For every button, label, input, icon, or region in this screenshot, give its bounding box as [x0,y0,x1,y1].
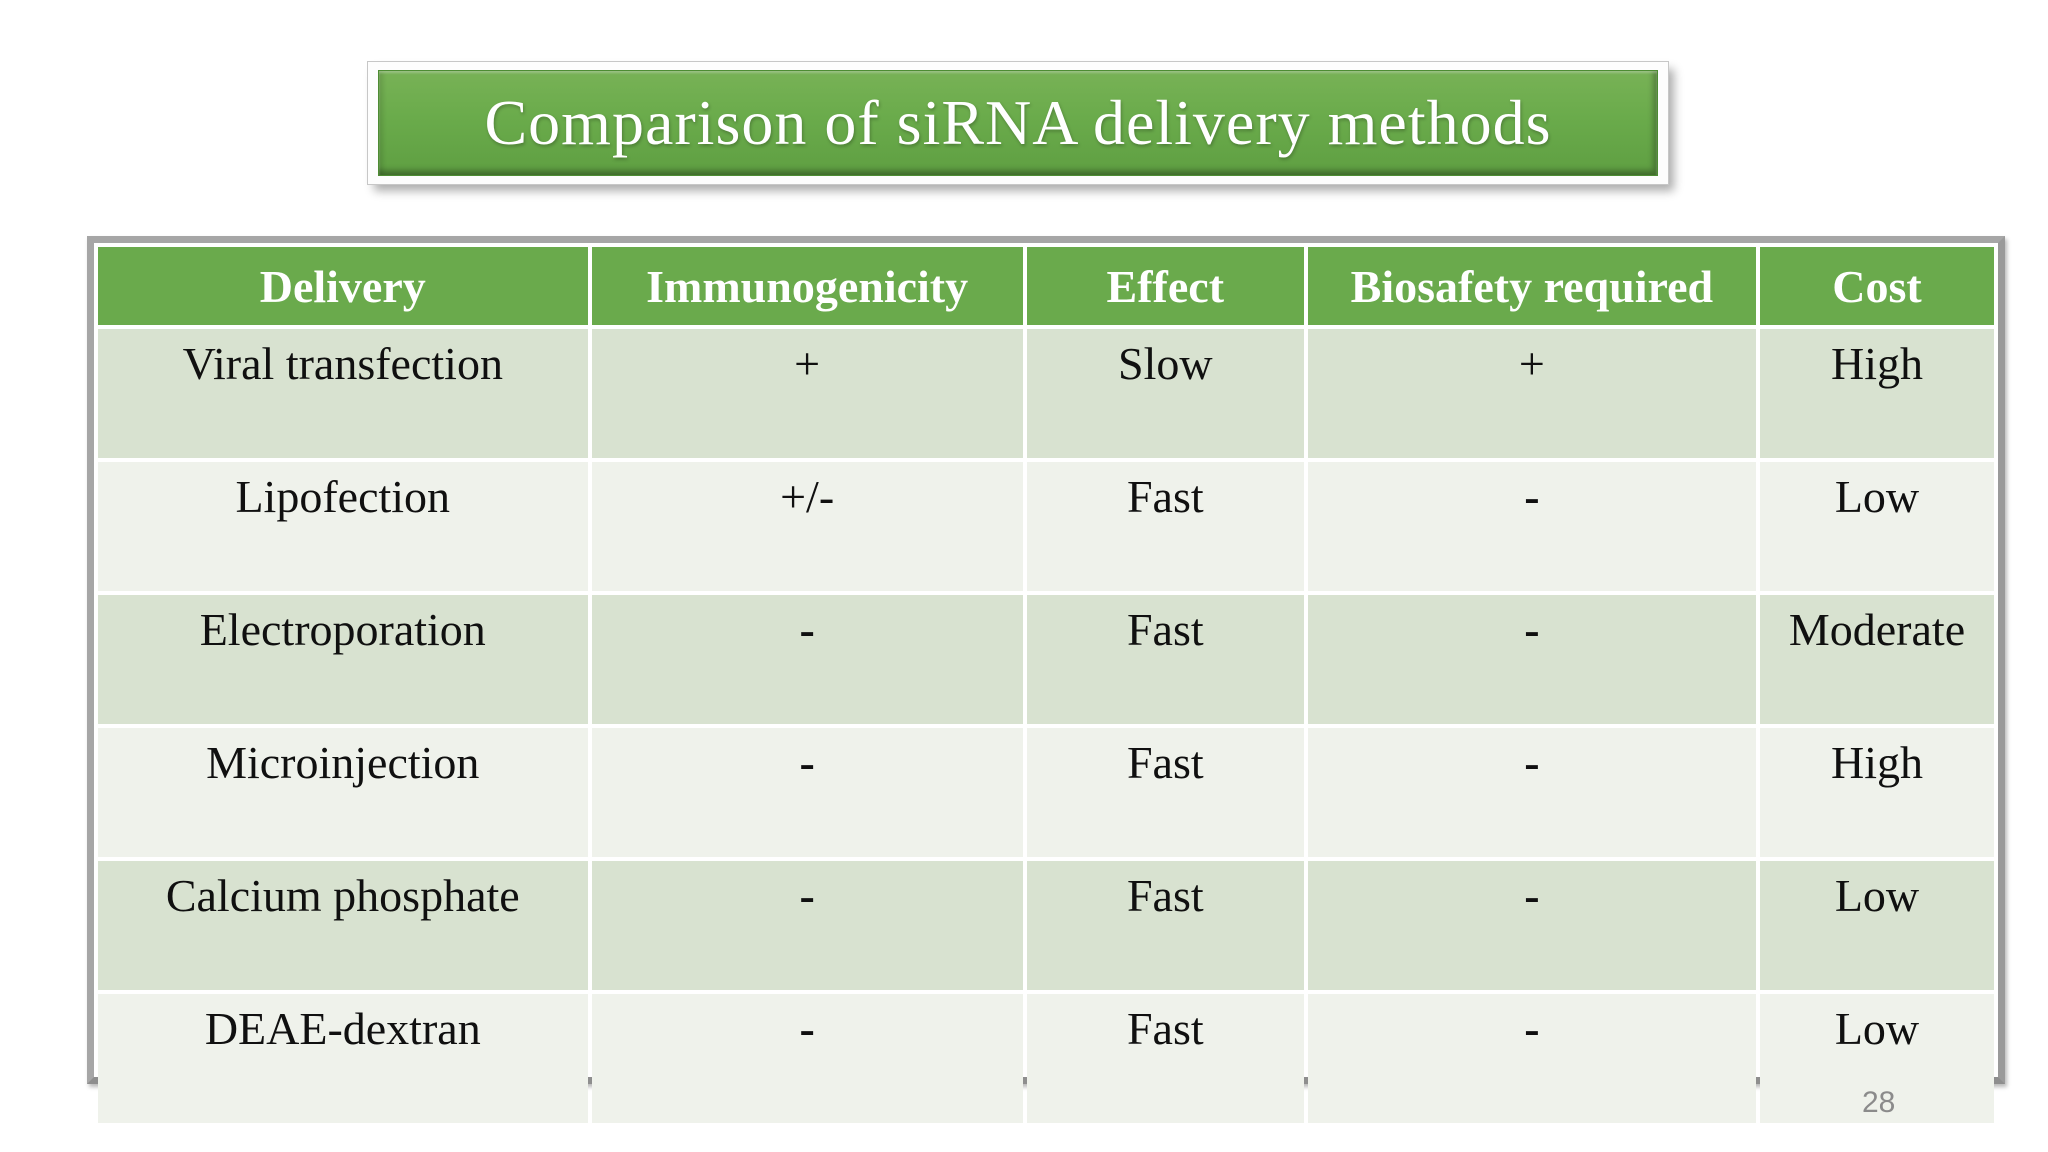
table-cell: + [591,329,1023,458]
table-cell: Fast [1026,861,1304,990]
table-cell: - [591,595,1023,724]
comparison-table: Delivery Immunogenicity Effect Biosafety re… [94,243,1998,1127]
page-title: Comparison of siRNA delivery methods [484,87,1552,158]
table-cell: Electroporation [98,595,588,724]
table-cell: Slow [1026,329,1304,458]
table-cell: - [1307,728,1756,857]
table-cell: Fast [1026,595,1304,724]
table-cell: - [591,994,1023,1123]
title-box: Comparison of siRNA delivery methods [378,70,1658,176]
column-header: Immunogenicity [591,247,1023,325]
column-header: Cost [1759,247,1994,325]
table-cell: DEAE-dextran [98,994,588,1123]
page-number: 28 [1862,1086,1896,1119]
column-header: Biosafety required [1307,247,1756,325]
table-cell: - [1307,994,1756,1123]
table-cell: Fast [1026,462,1304,591]
table-cell: Fast [1026,728,1304,857]
table-cell: + [1307,329,1756,458]
table-cell: Calcium phosphate [98,861,588,990]
table-row: Calcium phosphate - Fast - Low [98,861,1994,990]
table-row: Microinjection - Fast - High [98,728,1994,857]
table-cell: Low [1759,861,1994,990]
table-cell: Moderate [1759,595,1994,724]
table-row: Electroporation - Fast - Moderate [98,595,1994,724]
column-header: Effect [1026,247,1304,325]
comparison-table-frame: Delivery Immunogenicity Effect Biosafety re… [87,236,2005,1123]
table-header-row: Delivery Immunogenicity Effect Biosafety re… [98,247,1994,325]
table-row: Lipofection +/- Fast - Low [98,462,1994,591]
table-cell: High [1759,329,1994,458]
title-banner: Comparison of siRNA delivery methods [368,62,1668,184]
table-row: Viral transfection + Slow + High [98,329,1994,458]
table-cell: Viral transfection [98,329,588,458]
table-cell: Fast [1026,994,1304,1123]
table-cell: Lipofection [98,462,588,591]
table-cell: +/- [591,462,1023,591]
table-cell: Low [1759,994,1994,1123]
column-header: Delivery [98,247,588,325]
table-cell: - [1307,462,1756,591]
table-cell: - [1307,861,1756,990]
table-cell: - [591,861,1023,990]
table-cell: - [1307,595,1756,724]
table-row: DEAE-dextran - Fast - Low [98,994,1994,1123]
table-cell: High [1759,728,1994,857]
table-cell: Microinjection [98,728,588,857]
table-cell: Low [1759,462,1994,591]
table-cell: - [591,728,1023,857]
